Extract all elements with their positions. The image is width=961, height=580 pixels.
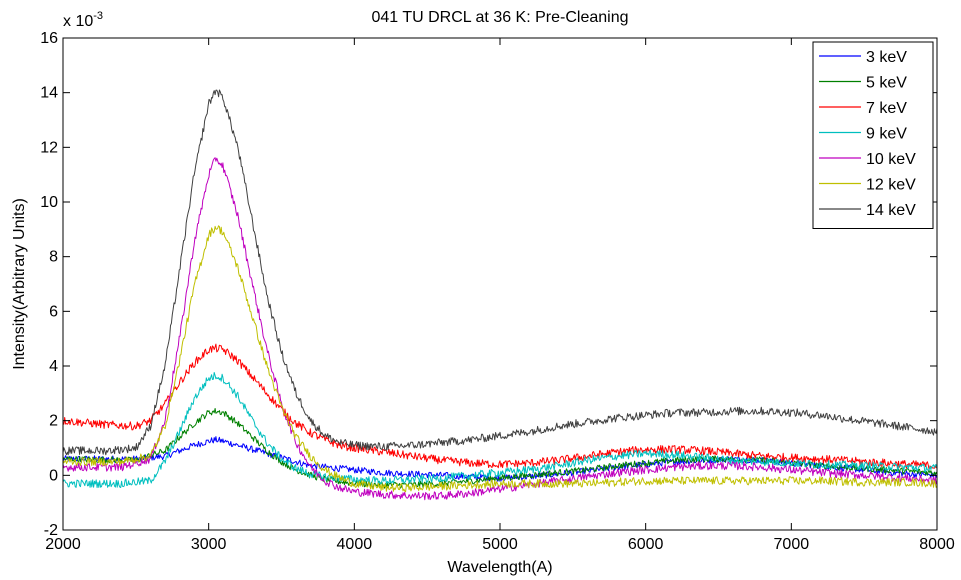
series-line-9-keV (62, 372, 938, 489)
x-axis-label: Wavelength(A) (447, 559, 552, 576)
x-tick-label: 8000 (919, 536, 955, 553)
series-line-10-keV (62, 157, 938, 501)
y-tick-label: 10 (40, 194, 58, 211)
y-tick-label: 6 (49, 303, 58, 320)
y-tick-label: 12 (40, 139, 58, 156)
x-tick-label: 3000 (191, 536, 227, 553)
legend-label: 10 keV (866, 151, 916, 168)
legend-label: 14 keV (866, 202, 916, 219)
y-multiplier-exponent: -3 (93, 10, 103, 22)
y-tick-label: 4 (49, 358, 58, 375)
legend-box (812, 41, 934, 229)
y-multiplier-base: x 10 (63, 13, 93, 30)
y-tick-label: 2 (49, 413, 58, 430)
legend-label: 12 keV (866, 177, 916, 194)
x-tick-label: 5000 (482, 536, 518, 553)
y-tick-label: 14 (40, 85, 58, 102)
x-axis: 2000 3000 4000 5000 6000 7000 8000 (45, 38, 955, 553)
y-multiplier: x 10-3 (63, 10, 103, 30)
y-axis: -2 0 2 4 6 8 10 12 14 16 (40, 30, 937, 539)
x-tick-label: 7000 (774, 536, 810, 553)
chart-title: 041 TU DRCL at 36 K: Pre-Cleaning (371, 9, 628, 26)
series-line-7-keV (62, 343, 938, 470)
legend: 3 keV 5 keV 7 keV 9 keV 10 keV 12 keV 14 keV (812, 41, 934, 229)
y-tick-label: -2 (44, 522, 58, 539)
y-tick-label: 8 (49, 249, 58, 266)
x-tick-label: 6000 (628, 536, 664, 553)
legend-label: 9 keV (866, 126, 907, 143)
series-line-14-keV (62, 89, 938, 456)
legend-label: 7 keV (866, 100, 907, 117)
legend-label: 3 keV (866, 49, 907, 66)
legend-label: 5 keV (866, 75, 907, 92)
x-tick-label: 4000 (337, 536, 373, 553)
y-tick-label: 16 (40, 30, 58, 47)
y-tick-label: 0 (49, 467, 58, 484)
plot-area (62, 89, 938, 501)
y-axis-label: Intensity(Arbitrary Units) (11, 198, 28, 370)
series-line-12-keV (62, 225, 938, 493)
x-tick-label: 2000 (45, 536, 81, 553)
